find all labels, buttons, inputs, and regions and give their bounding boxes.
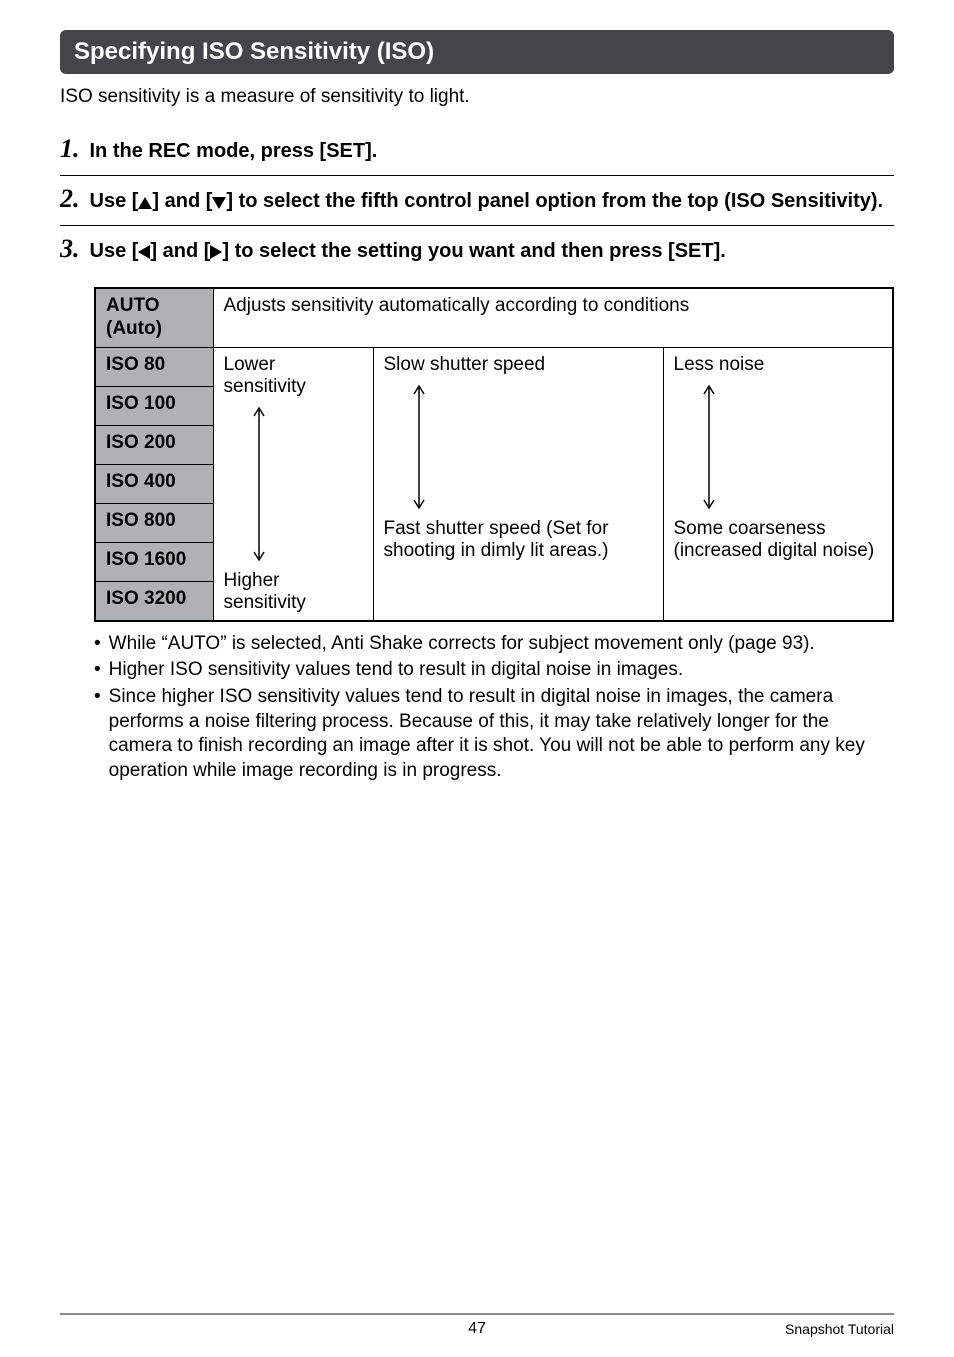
page-footer: 47 Snapshot Tutorial <box>60 1313 894 1337</box>
iso-label: ISO 80 <box>95 347 213 386</box>
iso-label: ISO 100 <box>95 386 213 425</box>
noise-col: Less noise Some coarseness (increased di… <box>663 347 893 621</box>
shutter-col: Slow shutter speed Fast shutter speed (S… <box>373 347 663 621</box>
section-title: Specifying ISO Sensitivity (ISO) <box>60 30 894 74</box>
list-item: While “AUTO” is selected, Anti Shake cor… <box>94 632 894 657</box>
double-arrow-icon <box>252 404 266 564</box>
shutter-top: Slow shutter speed <box>384 354 653 376</box>
list-item: Higher ISO sensitivity values tend to re… <box>94 658 894 683</box>
step-num: 2. <box>60 184 80 214</box>
footer-divider <box>60 1313 894 1315</box>
step-1: 1. In the REC mode, press [SET]. <box>60 126 894 175</box>
left-arrow-icon <box>138 245 150 259</box>
note-text: Higher ISO sensitivity values tend to re… <box>109 658 684 683</box>
noise-top: Less noise <box>674 354 883 376</box>
auto-desc: Adjusts sensitivity automatically accord… <box>213 288 893 347</box>
txt: ] and [ <box>150 240 210 262</box>
txt: ] to select the fifth control panel opti… <box>226 190 883 212</box>
note-text: Since higher ISO sensitivity values tend… <box>109 685 894 784</box>
sens-bot: Higher sensitivity <box>224 570 363 614</box>
iso-label: ISO 200 <box>95 425 213 464</box>
step-3: 3. Use [ ] and [ ] to select the setting y… <box>60 226 894 275</box>
shutter-bot: Fast shutter speed (Set for shooting in … <box>384 518 653 562</box>
note-text: While “AUTO” is selected, Anti Shake cor… <box>109 632 815 657</box>
double-arrow-icon <box>412 382 426 512</box>
step-text: Use [ ] and [ ] to select the fifth contro… <box>90 188 884 215</box>
footer-section: Snapshot Tutorial <box>785 1321 894 1337</box>
table-row: ISO 80 Lower sensitivity Higher sensitiv… <box>95 347 893 386</box>
txt: Use [ <box>90 240 139 262</box>
intro-text: ISO sensitivity is a measure of sensitiv… <box>60 86 894 108</box>
notes-list: While “AUTO” is selected, Anti Shake cor… <box>94 632 894 784</box>
sensitivity-col: Lower sensitivity Higher sensitivity <box>213 347 373 621</box>
iso-label: ISO 1600 <box>95 542 213 581</box>
txt: ] and [ <box>152 190 212 212</box>
list-item: Since higher ISO sensitivity values tend… <box>94 685 894 784</box>
iso-label: ISO 3200 <box>95 581 213 621</box>
step-num: 1. <box>60 134 80 164</box>
down-arrow-icon <box>212 197 226 209</box>
iso-label: ISO 400 <box>95 464 213 503</box>
iso-table: AUTO (Auto) Adjusts sensitivity automati… <box>94 287 894 622</box>
txt: Use [ <box>90 190 139 212</box>
step-2: 2. Use [ ] and [ ] to select the fifth con… <box>60 176 894 225</box>
table-row: AUTO (Auto) Adjusts sensitivity automati… <box>95 288 893 347</box>
right-arrow-icon <box>210 245 222 259</box>
noise-bot: Some coarseness (increased digital noise… <box>674 518 883 562</box>
txt: ] to select the setting you want and the… <box>222 240 725 262</box>
iso-label: ISO 800 <box>95 503 213 542</box>
up-arrow-icon <box>138 197 152 209</box>
step-text: In the REC mode, press [SET]. <box>90 138 378 165</box>
page-number: 47 <box>468 1320 486 1338</box>
auto-label: AUTO (Auto) <box>95 288 213 347</box>
step-text: Use [ ] and [ ] to select the setting you … <box>90 238 726 265</box>
step-num: 3. <box>60 234 80 264</box>
sens-top: Lower sensitivity <box>224 354 363 398</box>
double-arrow-icon <box>702 382 716 512</box>
